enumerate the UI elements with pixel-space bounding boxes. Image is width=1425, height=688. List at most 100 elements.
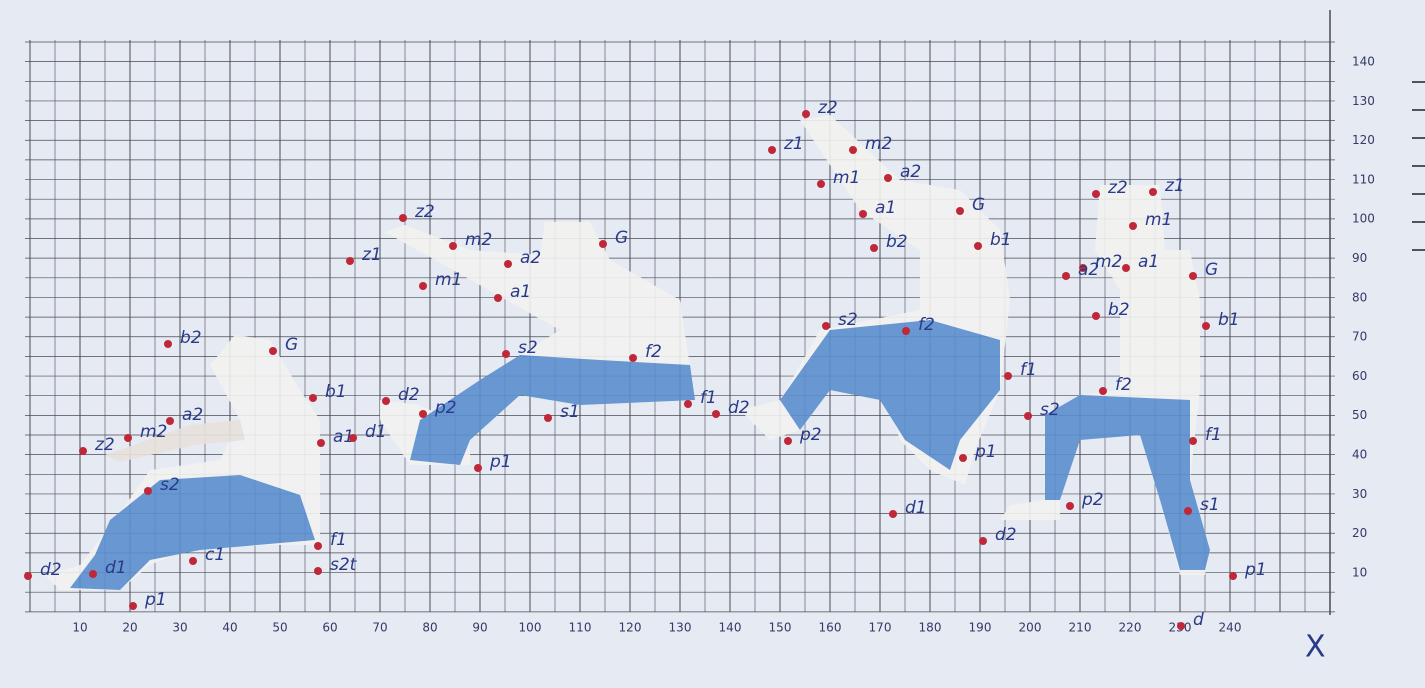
y-tick-label: 20 xyxy=(1352,526,1367,540)
figure-4-jeans xyxy=(1045,395,1210,570)
joint-point xyxy=(1066,502,1074,510)
joint-point xyxy=(314,567,322,575)
joint-point xyxy=(1189,437,1197,445)
joint-point xyxy=(1129,222,1137,230)
joint-point xyxy=(449,242,457,250)
joint-label: s1 xyxy=(560,402,580,422)
joint-point xyxy=(399,214,407,222)
joint-label: p1 xyxy=(974,442,997,462)
joint-point xyxy=(24,572,32,580)
x-tick-label: 80 xyxy=(422,621,437,635)
joint-label: a2 xyxy=(1078,260,1099,280)
joint-point xyxy=(1177,622,1185,630)
joint-point xyxy=(166,417,174,425)
joint-label: d2 xyxy=(728,398,750,418)
joint-label: z1 xyxy=(361,245,382,265)
joint-point xyxy=(1092,190,1100,198)
joint-label: f1 xyxy=(700,388,717,408)
joint-label: s2 xyxy=(838,310,858,330)
joint-point xyxy=(1229,572,1237,580)
x-tick-label: 50 xyxy=(272,621,287,635)
joint-label: G xyxy=(972,195,985,215)
joint-label: a2 xyxy=(182,405,203,425)
joint-label: d1 xyxy=(365,422,387,442)
joint-label: p2 xyxy=(799,425,822,445)
joint-point xyxy=(189,557,197,565)
joint-label: m2 xyxy=(1095,252,1122,272)
joint-label: p1 xyxy=(489,452,512,472)
figure-3-jeans xyxy=(780,320,1000,470)
joint-label: f1 xyxy=(1020,360,1037,380)
joint-label: G xyxy=(1205,260,1218,280)
y-tick-label: 140 xyxy=(1352,55,1375,69)
joint-label: d2 xyxy=(40,560,62,580)
silhouettes xyxy=(45,115,1210,590)
joint-label: s2t xyxy=(330,555,358,575)
joint-point xyxy=(1079,264,1087,272)
joint-label: f2 xyxy=(1115,375,1132,395)
joint-point xyxy=(956,207,964,215)
joint-label: m1 xyxy=(435,270,462,290)
x-tick-label: 180 xyxy=(919,621,942,635)
joint-label: m1 xyxy=(833,168,860,188)
joint-point xyxy=(822,322,830,330)
joint-point xyxy=(817,180,825,188)
y-tick-label: 120 xyxy=(1352,133,1375,147)
y-tick-label: 10 xyxy=(1352,565,1367,579)
joint-point xyxy=(870,244,878,252)
x-tick-label: 200 xyxy=(1019,621,1042,635)
joint-point xyxy=(346,257,354,265)
y-tick-label: 50 xyxy=(1352,408,1367,422)
joint-label: p1 xyxy=(144,590,167,610)
y-tick-label: 90 xyxy=(1352,251,1367,265)
joint-point xyxy=(1024,412,1032,420)
joint-label: s2 xyxy=(518,338,538,358)
joint-label: G xyxy=(615,228,628,248)
joint-point xyxy=(1099,387,1107,395)
joint-label: z2 xyxy=(817,98,838,118)
x-tick-label: 130 xyxy=(669,621,692,635)
x-tick-label: 150 xyxy=(769,621,792,635)
y-tick-label: 40 xyxy=(1352,448,1367,462)
joint-point xyxy=(124,434,132,442)
x-tick-label: 160 xyxy=(819,621,842,635)
joint-point xyxy=(504,260,512,268)
joint-label: a1 xyxy=(1138,252,1159,272)
joint-label: b1 xyxy=(1218,310,1240,330)
joint-label: b1 xyxy=(325,382,347,402)
joint-label: a1 xyxy=(875,198,896,218)
joint-label: f2 xyxy=(918,315,935,335)
joint-point xyxy=(419,410,427,418)
joint-label: z2 xyxy=(414,202,435,222)
x-axis-title: X xyxy=(1305,630,1326,665)
figure-2-shirt xyxy=(380,222,695,465)
joint-point xyxy=(849,146,857,154)
joint-label: a2 xyxy=(520,248,541,268)
joint-label: s1 xyxy=(1200,495,1220,515)
x-tick-label: 30 xyxy=(172,621,187,635)
joint-label: b1 xyxy=(990,230,1012,250)
joint-label: m2 xyxy=(465,230,492,250)
x-tick-label: 90 xyxy=(472,621,487,635)
x-tick-label: 140 xyxy=(719,621,742,635)
joint-point xyxy=(884,174,892,182)
x-tick-label: 120 xyxy=(619,621,642,635)
joint-label: f2 xyxy=(645,342,662,362)
joint-label: z1 xyxy=(783,134,804,154)
joint-point xyxy=(889,510,897,518)
joint-point xyxy=(902,327,910,335)
y-tick-label: 30 xyxy=(1352,487,1367,501)
joint-label: z1 xyxy=(1164,176,1185,196)
joint-label: d2 xyxy=(398,385,420,405)
y-tick-label: 70 xyxy=(1352,330,1367,344)
joint-point xyxy=(382,397,390,405)
joint-point xyxy=(974,242,982,250)
x-tick-label: 210 xyxy=(1069,621,1092,635)
joint-label: m2 xyxy=(865,134,892,154)
joint-point xyxy=(1062,272,1070,280)
joint-point xyxy=(1004,372,1012,380)
figure-1-jeans xyxy=(70,475,315,590)
x-tick-label: 220 xyxy=(1119,621,1142,635)
joint-point xyxy=(317,439,325,447)
